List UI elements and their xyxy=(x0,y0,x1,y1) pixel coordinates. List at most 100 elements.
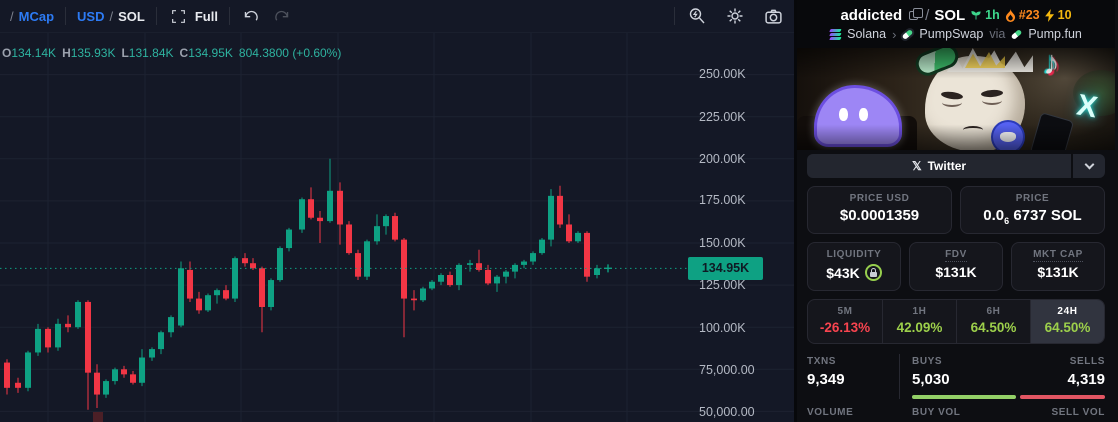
high-label: H xyxy=(62,46,71,60)
price-usd-box: PRICE USD $0.0001359 xyxy=(807,186,952,234)
price-axis-tick: 50,000.00 xyxy=(699,405,755,419)
sol-option[interactable]: SOL xyxy=(118,8,145,24)
fdv-box: FDV $131K xyxy=(909,242,1003,291)
change-24h: 64.50% xyxy=(1044,319,1091,335)
quote-token: SOL xyxy=(934,6,966,24)
launchpad-name[interactable]: Pump.fun xyxy=(1028,27,1082,41)
via-label: via xyxy=(989,27,1006,41)
pair-slash: / xyxy=(109,8,114,24)
sells-value: 4,319 xyxy=(1067,370,1105,388)
settings-gear-icon[interactable] xyxy=(724,5,746,27)
banner-vignette xyxy=(797,48,1115,150)
change-percent: (+0.60%) xyxy=(292,46,342,60)
buys-bar xyxy=(912,394,1016,399)
tab-1h[interactable]: 1H 42.09% xyxy=(882,299,956,343)
price-axis-tick: 200.00K xyxy=(699,152,746,166)
buy-vol-label: BUY VOL xyxy=(912,406,961,418)
price-usd-value: $0.0001359 xyxy=(839,207,920,224)
toolbar-separator xyxy=(155,7,157,25)
lightning-icon xyxy=(1044,8,1054,22)
close-label: C xyxy=(179,46,189,60)
pair-header: addicted / SOL 1h #23 10 So xyxy=(797,0,1115,48)
mktcap-value: $131K xyxy=(1037,264,1079,280)
divider xyxy=(899,353,900,399)
buys-value: 5,030 xyxy=(912,370,950,388)
open-label: O xyxy=(2,46,12,60)
boost-badge: 10 xyxy=(1044,8,1072,22)
change-5m: -26.13% xyxy=(819,319,871,335)
tab-24h[interactable]: 24H 64.50% xyxy=(1030,299,1104,343)
price-native-box: PRICE 0.06 6737 SOL xyxy=(960,186,1105,234)
buy-sell-ratio-bar xyxy=(912,394,1105,399)
fullscreen-icon xyxy=(168,5,190,27)
dex-name[interactable]: PumpSwap xyxy=(919,27,984,41)
low-value: 131.84K xyxy=(128,46,174,60)
liquidity-value: $43K xyxy=(826,264,882,281)
chain-name[interactable]: Solana xyxy=(847,27,887,41)
token-info-panel: addicted / SOL 1h #23 10 So xyxy=(797,0,1115,422)
redo-icon[interactable] xyxy=(271,5,293,27)
price-axis[interactable]: 250.00K 225.00K 200.00K 175.00K 150.00K 125.0… xyxy=(687,33,794,422)
high-value: 135.93K xyxy=(70,46,116,60)
low-label: L xyxy=(121,46,129,60)
candlestick-chart[interactable]: O134.14K H135.93K L131.84K C134.95K 804.3800… xyxy=(0,33,794,422)
undo-icon[interactable] xyxy=(241,5,263,27)
tab-6h[interactable]: 6H 64.50% xyxy=(956,299,1030,343)
pair-separator: / xyxy=(925,6,930,24)
fullscreen-label: Full xyxy=(194,8,218,24)
usd-option[interactable]: USD xyxy=(77,8,105,24)
toolbar-separator xyxy=(674,7,675,25)
price-axis-tick: 150.00K xyxy=(699,236,746,250)
txns-label: TXNS xyxy=(807,355,837,367)
ohlc-legend: O134.14K H135.93K L131.84K C134.95K 804.3800… xyxy=(2,46,341,60)
currency-toggle[interactable]: USD / SOL xyxy=(77,9,145,24)
change-6h: 64.50% xyxy=(970,319,1017,335)
copy-address-icon[interactable] xyxy=(909,7,924,20)
timeframe-tabs: 5M -26.13% 1H 42.09% 6H 64.50% 24H 64.50… xyxy=(807,298,1105,344)
mcap-prefix-slash: / xyxy=(10,8,14,24)
close-value: 134.95K xyxy=(188,46,233,60)
fdv-value: $131K xyxy=(935,264,977,280)
price-native-label: PRICE xyxy=(1015,193,1050,204)
twitter-button[interactable]: 𝕏 Twitter xyxy=(807,154,1105,178)
volume-label: VOLUME xyxy=(807,406,854,418)
change-absolute: 804.3800 xyxy=(238,46,289,60)
fdv-label[interactable]: FDV xyxy=(945,249,967,262)
pumpswap-icon xyxy=(902,28,914,40)
camera-icon[interactable] xyxy=(762,5,784,27)
volume-section: VOLUME BUY VOL SELL VOL xyxy=(807,407,1105,418)
seedling-icon xyxy=(971,11,981,20)
transactions-section: TXNS 9,349 BUYS SELLS 5,030 4,319 xyxy=(807,353,1105,399)
token-banner-image: ♪ X xyxy=(797,48,1115,150)
twitter-label: Twitter xyxy=(927,159,967,173)
liquidity-lock-icon[interactable] xyxy=(864,264,882,281)
liquidity-box: LIQUIDITY $43K xyxy=(807,242,901,291)
chevron-down-icon xyxy=(1084,159,1094,170)
price-native-value: 0.06 6737 SOL xyxy=(983,207,1082,226)
txns-value: 9,349 xyxy=(807,370,845,388)
mktcap-label[interactable]: MKT CAP xyxy=(1033,249,1083,262)
tab-5m[interactable]: 5M -26.13% xyxy=(808,300,882,343)
social-dropdown-toggle[interactable] xyxy=(1071,154,1105,178)
price-usd-label: PRICE USD xyxy=(849,193,910,204)
change-1h: 42.09% xyxy=(896,319,943,335)
token-name: addicted xyxy=(840,6,903,24)
trending-rank-badge: #23 xyxy=(1005,8,1040,22)
price-axis-tick: 75,000.00 xyxy=(699,363,755,377)
pumpfun-icon xyxy=(1011,28,1023,40)
mcap-label[interactable]: MCap xyxy=(18,8,55,24)
current-price-tag: 134.95K xyxy=(688,256,763,280)
open-value: 134.14K xyxy=(11,46,57,60)
price-axis-tick: 175.00K xyxy=(699,193,746,207)
sells-bar xyxy=(1019,394,1105,399)
flash-search-icon[interactable] xyxy=(686,5,708,27)
chart-pane: / MCap USD / SOL Full xyxy=(0,0,797,422)
toolbar-separator xyxy=(228,7,230,25)
fullscreen-button[interactable]: Full xyxy=(168,5,218,27)
mcap-toggle[interactable]: / MCap xyxy=(10,9,54,24)
x-twitter-icon: 𝕏 xyxy=(911,159,922,173)
price-axis-tick: 100.00K xyxy=(699,321,746,335)
flame-icon xyxy=(1005,8,1015,22)
toolbar-separator xyxy=(65,7,67,25)
solana-chain-icon xyxy=(829,28,842,40)
